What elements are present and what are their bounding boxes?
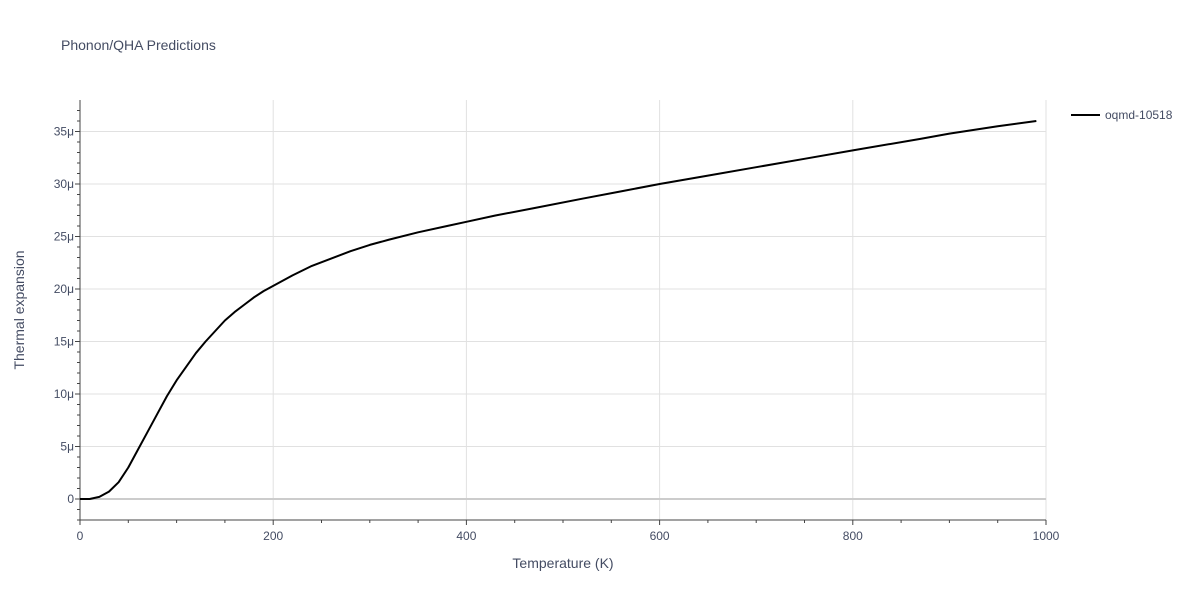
legend[interactable]: oqmd-10518 [1071, 108, 1173, 122]
series-line-oqmd-10518[interactable] [80, 120, 1037, 500]
labels: Phonon/QHA Predictions Temperature (K) T… [11, 37, 614, 571]
y-tick-label: 15μ [54, 335, 74, 349]
x-tick-label: 600 [650, 529, 670, 543]
y-tick-label: 0 [67, 492, 74, 506]
chart-title: Phonon/QHA Predictions [61, 37, 216, 53]
y-tick-label: 25μ [54, 230, 74, 244]
y-tick-label: 30μ [54, 177, 74, 191]
x-tick-label: 1000 [1033, 529, 1060, 543]
y-tick-label: 35μ [54, 125, 74, 139]
y-tick-label: 10μ [54, 387, 74, 401]
y-tick-label: 5μ [60, 440, 74, 454]
y-axis-label: Thermal expansion [11, 250, 27, 369]
legend-label-oqmd-10518[interactable]: oqmd-10518 [1105, 108, 1173, 122]
plot-area [80, 120, 1037, 500]
x-tick-label: 0 [77, 529, 84, 543]
x-tick-label: 400 [456, 529, 476, 543]
x-tick-label: 800 [843, 529, 863, 543]
x-axis-label: Temperature (K) [512, 555, 613, 571]
grid-lines [80, 100, 1047, 520]
axes: 0 200 400 600 800 1000 0 5μ 10μ 15μ 20μ 25μ 30μ 35μ [54, 100, 1060, 543]
y-tick-label: 20μ [54, 282, 74, 296]
x-tick-label: 200 [263, 529, 283, 543]
